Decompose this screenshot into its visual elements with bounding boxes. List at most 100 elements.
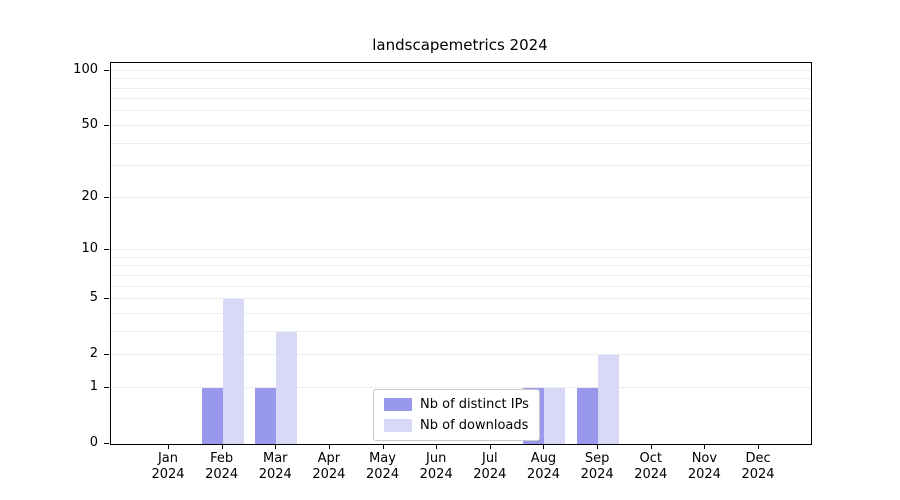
x-tick-mark: [275, 444, 277, 449]
x-tick-mark: [382, 444, 384, 449]
gridline: [111, 78, 811, 80]
bar-downloads: [276, 331, 298, 444]
gridline: [111, 87, 811, 89]
x-tick-month: Oct: [639, 451, 662, 466]
x-tick-year: 2024: [366, 467, 400, 482]
x-tick-mark: [328, 444, 330, 449]
x-tick-year: 2024: [580, 467, 614, 482]
legend-label: Nb of downloads: [420, 418, 529, 433]
y-tick-label: 20: [81, 188, 98, 204]
x-tick-label: Jan 2024: [138, 451, 198, 483]
x-tick-year: 2024: [473, 467, 507, 482]
x-tick-year: 2024: [205, 467, 239, 482]
legend-swatch: [384, 419, 412, 432]
x-tick-mark: [221, 444, 223, 449]
x-tick-year: 2024: [634, 467, 668, 482]
x-tick-month: Aug: [530, 451, 557, 466]
x-tick-month: Feb: [210, 451, 234, 466]
x-tick-mark: [597, 444, 599, 449]
gridline: [111, 69, 811, 71]
x-tick-label: Jul 2024: [460, 451, 520, 483]
gridline: [111, 98, 811, 100]
gridline: [111, 196, 811, 198]
gridline: [111, 285, 811, 287]
y-tick-mark: [104, 196, 109, 198]
y-tick-label: 5: [89, 290, 98, 306]
x-tick-year: 2024: [419, 467, 453, 482]
x-tick-mark: [436, 444, 438, 449]
x-tick-month: Jun: [426, 451, 447, 466]
gridline: [111, 354, 811, 356]
gridline: [111, 110, 811, 112]
gridline: [111, 124, 811, 126]
x-tick-mark: [168, 444, 169, 449]
x-tick-label: Jun 2024: [406, 451, 466, 483]
y-tick-mark: [104, 443, 109, 444]
y-tick-label: 50: [81, 116, 98, 132]
gridline: [111, 298, 811, 300]
legend-swatch: [384, 398, 412, 411]
x-tick-mark: [489, 444, 491, 449]
gridline: [111, 265, 811, 267]
gridline: [111, 330, 811, 332]
y-tick-label: 10: [81, 241, 98, 256]
y-tick-label: 0: [89, 435, 98, 450]
y-tick-label: 100: [73, 61, 98, 77]
x-tick-month: Jan: [157, 451, 179, 466]
bar-downloads: [598, 355, 620, 444]
x-tick-mark: [543, 444, 545, 449]
x-tick-label: Feb 2024: [192, 451, 252, 483]
x-tick-year: 2024: [151, 467, 185, 482]
gridline: [111, 165, 811, 167]
x-tick-month: Apr: [317, 451, 341, 466]
legend: Nb of distinct IPs Nb of downloads: [373, 389, 540, 441]
x-tick-label: Oct 2024: [621, 451, 681, 483]
gridline: [111, 386, 811, 388]
x-tick-year: 2024: [258, 467, 292, 482]
bar-distinct-ips: [255, 387, 277, 444]
x-tick-month: May: [369, 451, 396, 466]
x-tick-month: Mar: [263, 451, 288, 466]
x-tick-mark: [650, 444, 652, 449]
legend-row: Nb of distinct IPs: [384, 397, 529, 412]
y-tick-mark: [104, 354, 109, 356]
gridline: [111, 312, 811, 314]
y-tick-label: 1: [89, 378, 98, 394]
y-tick-label: 2: [89, 346, 98, 362]
x-tick-year: 2024: [687, 467, 721, 482]
x-tick-year: 2024: [526, 467, 561, 482]
x-tick-month: Nov: [691, 451, 718, 466]
x-tick-mark: [704, 444, 706, 449]
chart-title: landscapemetrics 2024: [372, 36, 548, 54]
y-tick-mark: [104, 249, 109, 250]
y-tick-mark: [104, 124, 109, 126]
x-tick-month: Dec: [745, 451, 771, 466]
x-tick-label: Sep 2024: [567, 451, 627, 483]
x-tick-mark: [758, 444, 760, 449]
x-tick-year: 2024: [312, 467, 346, 482]
plot-area: Nb of distinct IPs Nb of downloads: [110, 62, 812, 445]
x-tick-label: May 2024: [353, 451, 413, 483]
legend-row: Nb of downloads: [384, 418, 529, 433]
gridline: [111, 256, 811, 258]
x-tick-label: Apr 2024: [299, 451, 359, 483]
x-tick-label: Dec 2024: [728, 451, 788, 483]
x-tick-month: Jul: [481, 451, 498, 466]
x-tick-label: Aug 2024: [513, 451, 573, 483]
gridline: [111, 142, 811, 144]
bar-distinct-ips: [577, 387, 599, 444]
y-tick-mark: [104, 386, 109, 388]
x-tick-label: Nov 2024: [674, 451, 734, 483]
bar-downloads: [222, 299, 244, 444]
y-tick-mark: [104, 298, 109, 300]
x-tick-month: Sep: [584, 451, 610, 466]
bar-downloads: [544, 387, 566, 444]
legend-label: Nb of distinct IPs: [420, 397, 529, 412]
bar-distinct-ips: [201, 387, 223, 444]
x-tick-year: 2024: [741, 467, 775, 482]
gridline: [111, 274, 811, 276]
x-tick-label: Mar 2024: [245, 451, 305, 483]
gridline: [111, 249, 811, 251]
y-tick-mark: [104, 69, 109, 71]
